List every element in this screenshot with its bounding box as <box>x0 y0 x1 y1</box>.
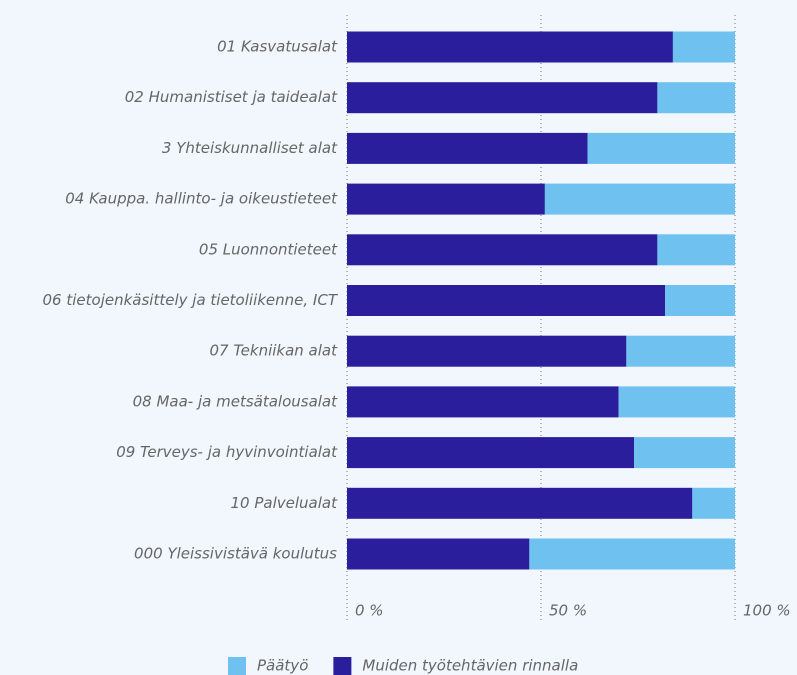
category-label: 04 Kauppa. hallinto- ja oikeustieteet <box>65 190 338 208</box>
category-label: 000 Yleissivistävä koulutus <box>134 545 337 563</box>
bar-segment <box>634 437 735 469</box>
bar-segment <box>347 234 658 266</box>
bar-segment <box>672 31 735 63</box>
legend-label: Päätyö <box>257 657 308 675</box>
bar-segment <box>347 487 693 519</box>
bar-segment <box>626 335 735 367</box>
bar-segment <box>347 82 658 114</box>
bar-segment <box>347 183 545 215</box>
bar-segment <box>347 31 673 63</box>
legend-swatch <box>333 657 352 675</box>
category-label: 08 Maa- ja metsätalousalat <box>133 392 339 410</box>
category-label: 3 Yhteiskunnalliset alat <box>162 139 338 157</box>
bar-segment <box>587 132 735 164</box>
x-tick-label: 100 % <box>743 602 791 620</box>
bar-segment <box>657 82 735 114</box>
category-label: 09 Terveys- ja hyvinvointialat <box>116 443 338 461</box>
category-label: 10 Palvelualat <box>231 494 339 512</box>
category-label: 01 Kasvatusalat <box>217 38 338 56</box>
bar-segment <box>665 285 735 316</box>
bar-segment <box>347 285 666 316</box>
legend-swatch <box>228 657 246 675</box>
category-label: 02 Humanistiset ja taidealat <box>125 88 338 106</box>
bar-segment <box>692 487 735 519</box>
bar-segment <box>529 538 735 570</box>
category-label: 05 Luonnontieteet <box>199 240 338 258</box>
bar-segment <box>618 386 735 418</box>
category-label: 07 Tekniikan alat <box>209 342 338 360</box>
bar-segment <box>544 183 735 215</box>
bar-segment <box>347 386 619 418</box>
bar-segment <box>347 437 635 469</box>
bar-segment <box>657 234 735 266</box>
legend-label: Muiden työtehtävien rinnalla <box>362 657 578 675</box>
bar-segment <box>347 538 530 570</box>
x-tick-label: 50 % <box>549 602 587 620</box>
category-label: 06 tietojenkäsittely ja tietoliikenne, I… <box>43 291 339 309</box>
bar-segment <box>347 132 588 164</box>
bar-segment <box>347 335 627 367</box>
x-tick-label: 0 % <box>355 602 384 620</box>
